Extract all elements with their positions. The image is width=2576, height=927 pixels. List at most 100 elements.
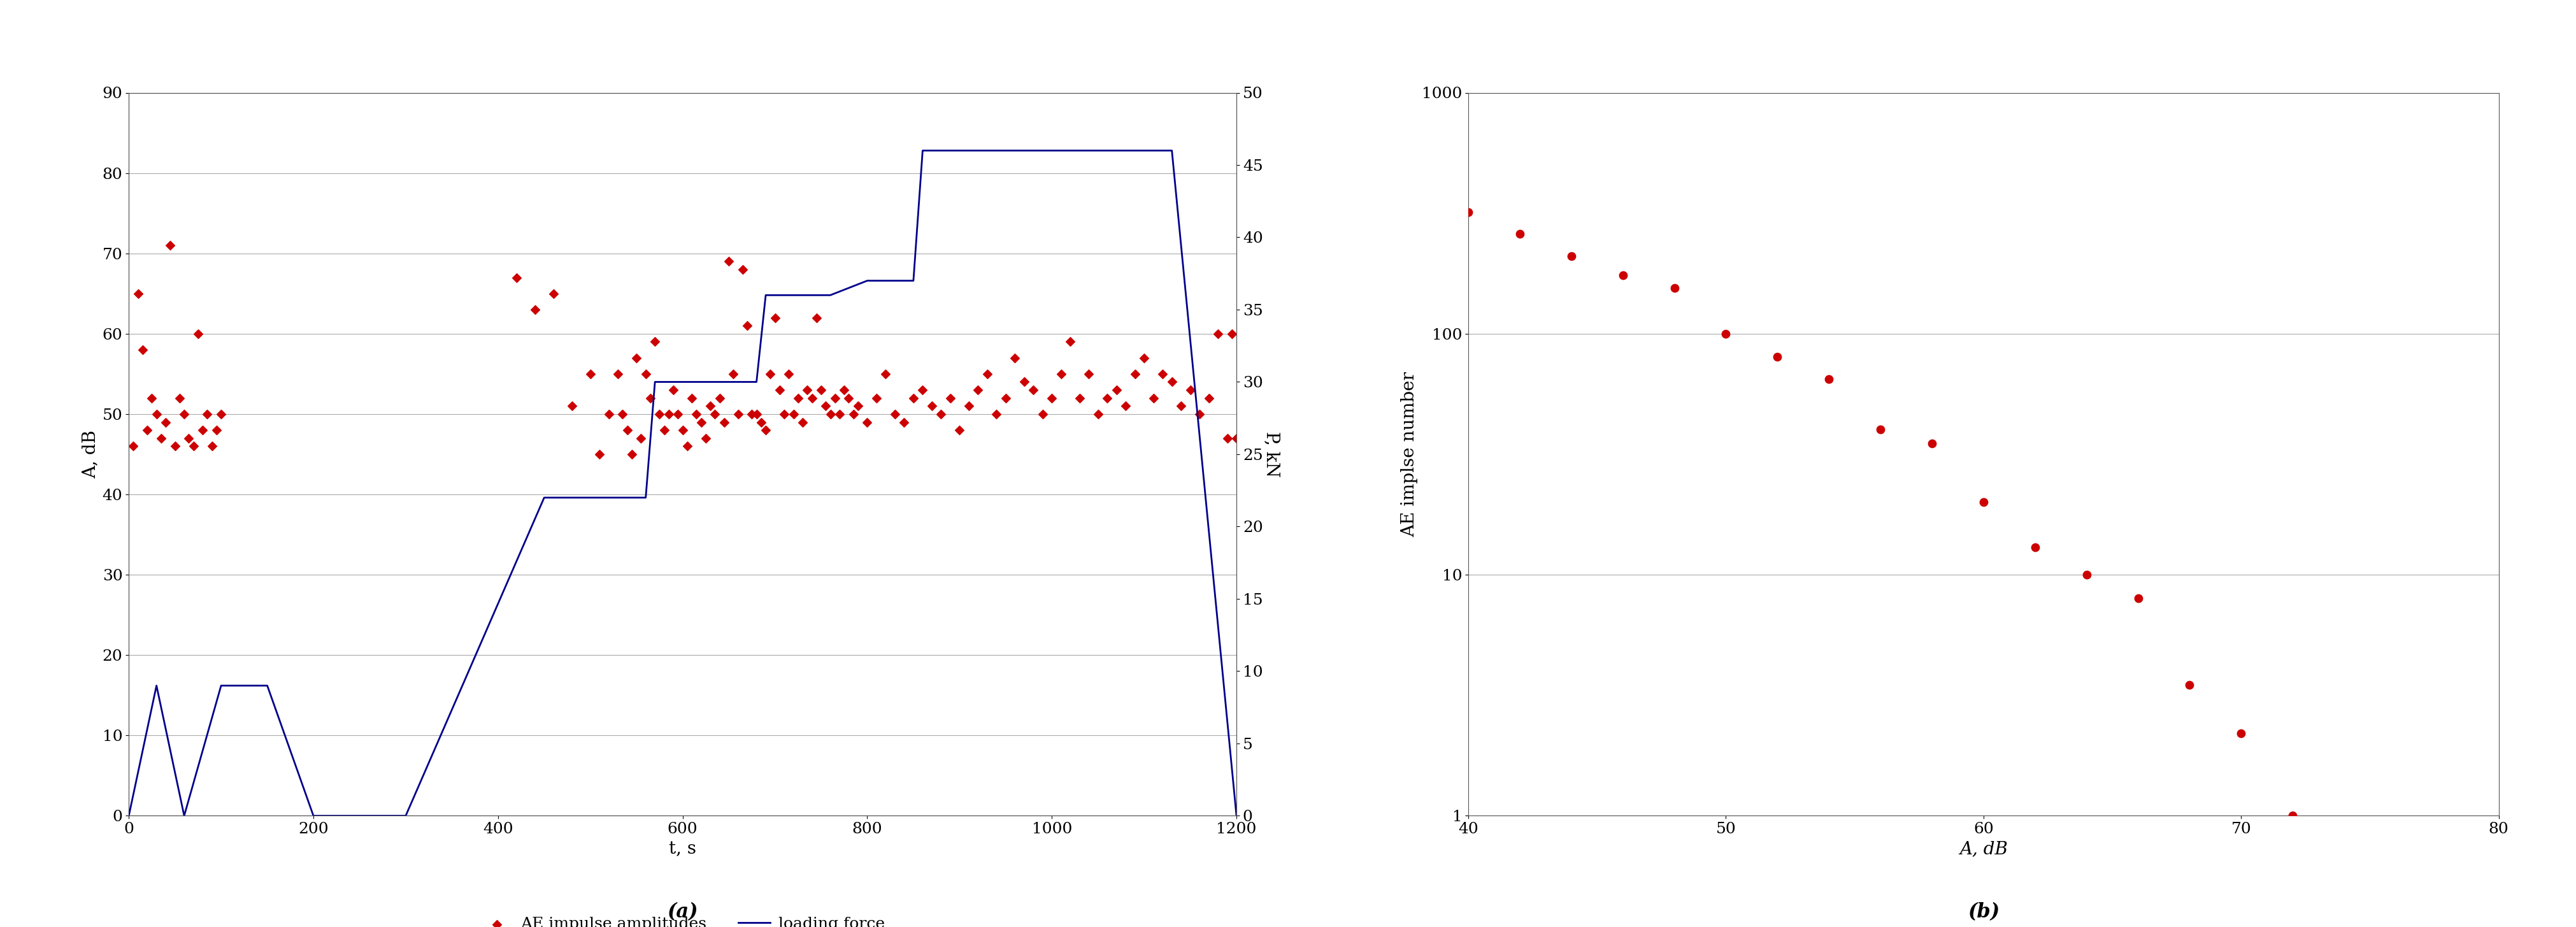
AE impulse amplitudes (1051, 335, 1092, 349)
Point (1499, 226, 1540, 241)
AE impulse amplitudes (1188, 390, 1229, 405)
AE impulse amplitudes (587, 407, 629, 422)
Point (1654, 281, 1695, 296)
loading force (899, 275, 930, 286)
AE impulse amplitudes (644, 423, 685, 438)
AE impulse amplitudes (1216, 431, 1257, 446)
AE impulse amplitudes (732, 407, 773, 422)
Point (2272, 808, 2313, 823)
AE impulse amplitudes (855, 390, 896, 405)
AE impulse amplitudes (649, 407, 690, 422)
AE impulse amplitudes (739, 414, 781, 429)
AE impulse amplitudes (773, 407, 814, 422)
AE impulse amplitudes (744, 423, 786, 438)
AE impulse amplitudes (832, 407, 873, 422)
AE impulse amplitudes (920, 407, 961, 422)
AE impulse amplitudes (551, 399, 592, 413)
AE impulse amplitudes (639, 407, 680, 422)
Text: (a): (a) (667, 903, 698, 922)
Point (1757, 349, 1798, 364)
AE impulse amplitudes (948, 399, 989, 413)
AE impulse amplitudes (626, 366, 667, 381)
AE impulse amplitudes (672, 390, 714, 405)
Point (1963, 495, 2004, 510)
AE impulse amplitudes (938, 423, 979, 438)
AE impulse amplitudes (629, 390, 670, 405)
AE impulse amplitudes (685, 431, 726, 446)
loading force (742, 376, 773, 387)
AE impulse amplitudes (185, 407, 227, 422)
AE impulse amplitudes (1133, 390, 1175, 405)
AE impulse amplitudes (144, 414, 185, 429)
Point (1448, 205, 1489, 220)
AE impulse amplitudes (930, 390, 971, 405)
AE impulse amplitudes (515, 302, 556, 317)
Point (1602, 268, 1643, 283)
AE impulse amplitudes (866, 366, 907, 381)
Y-axis label: P, kN: P, kN (1262, 431, 1280, 477)
AE impulse amplitudes (173, 438, 214, 453)
Point (1808, 372, 1850, 387)
AE impulse amplitudes (755, 311, 796, 325)
AE impulse amplitudes (1095, 383, 1136, 398)
AE impulse amplitudes (201, 407, 242, 422)
loading force (538, 492, 569, 503)
AE impulse amplitudes (1030, 390, 1072, 405)
AE impulse amplitudes (621, 431, 662, 446)
AE impulse amplitudes (696, 407, 737, 422)
AE impulse amplitudes (894, 390, 935, 405)
AE impulse amplitudes (1206, 431, 1247, 446)
AE impulse amplitudes (1087, 390, 1128, 405)
AE impulse amplitudes (603, 407, 644, 422)
AE impulse amplitudes (191, 438, 232, 453)
AE impulse amplitudes (605, 423, 647, 438)
AE impulse amplitudes (1012, 383, 1054, 398)
AE impulse amplitudes (801, 383, 842, 398)
AE impulse amplitudes (902, 383, 943, 398)
AE impulse amplitudes (598, 366, 639, 381)
AE impulse amplitudes (1105, 399, 1146, 413)
X-axis label: t, s: t, s (670, 840, 696, 857)
AE impulse amplitudes (1005, 375, 1046, 389)
AE impulse amplitudes (121, 342, 162, 357)
AE impulse amplitudes (837, 399, 878, 413)
AE impulse amplitudes (118, 286, 160, 301)
AE impulse amplitudes (1023, 407, 1064, 422)
AE impulse amplitudes (819, 407, 860, 422)
loading force (853, 275, 884, 286)
AE impulse amplitudes (1115, 366, 1157, 381)
loading force (806, 289, 837, 300)
Point (2066, 567, 2107, 582)
AE impulse amplitudes (167, 431, 209, 446)
AE impulse amplitudes (698, 390, 739, 405)
AE impulse amplitudes (149, 238, 191, 253)
Point (2117, 590, 2159, 605)
AE impulse amplitudes (778, 390, 819, 405)
loading force (528, 492, 559, 503)
AE impulse amplitudes (155, 438, 196, 453)
AE impulse amplitudes (178, 326, 219, 341)
Y-axis label: AE implse number: AE implse number (1401, 372, 1419, 537)
AE impulse amplitudes (1123, 350, 1164, 365)
AE impulse amplitudes (137, 407, 178, 422)
AE impulse amplitudes (533, 286, 574, 301)
AE impulse amplitudes (113, 438, 155, 453)
AE impulse amplitudes (1041, 366, 1082, 381)
AE impulse amplitudes (142, 431, 183, 446)
loading force (631, 492, 662, 503)
AE impulse amplitudes (616, 350, 657, 365)
AE impulse amplitudes (126, 423, 167, 438)
AE impulse amplitudes (994, 350, 1036, 365)
AE impulse amplitudes (160, 390, 201, 405)
Line: loading force: loading force (129, 150, 1236, 816)
Y-axis label: A, dB: A, dB (82, 430, 98, 478)
AE impulse amplitudes (726, 318, 768, 333)
AE impulse amplitudes (737, 407, 778, 422)
AE impulse amplitudes (662, 423, 703, 438)
loading force (1157, 145, 1188, 156)
AE impulse amplitudes (1198, 326, 1239, 341)
X-axis label: A, dB: A, dB (1960, 840, 2007, 857)
AE impulse amplitudes (716, 407, 757, 422)
AE impulse amplitudes (848, 414, 889, 429)
Point (1705, 326, 1747, 341)
